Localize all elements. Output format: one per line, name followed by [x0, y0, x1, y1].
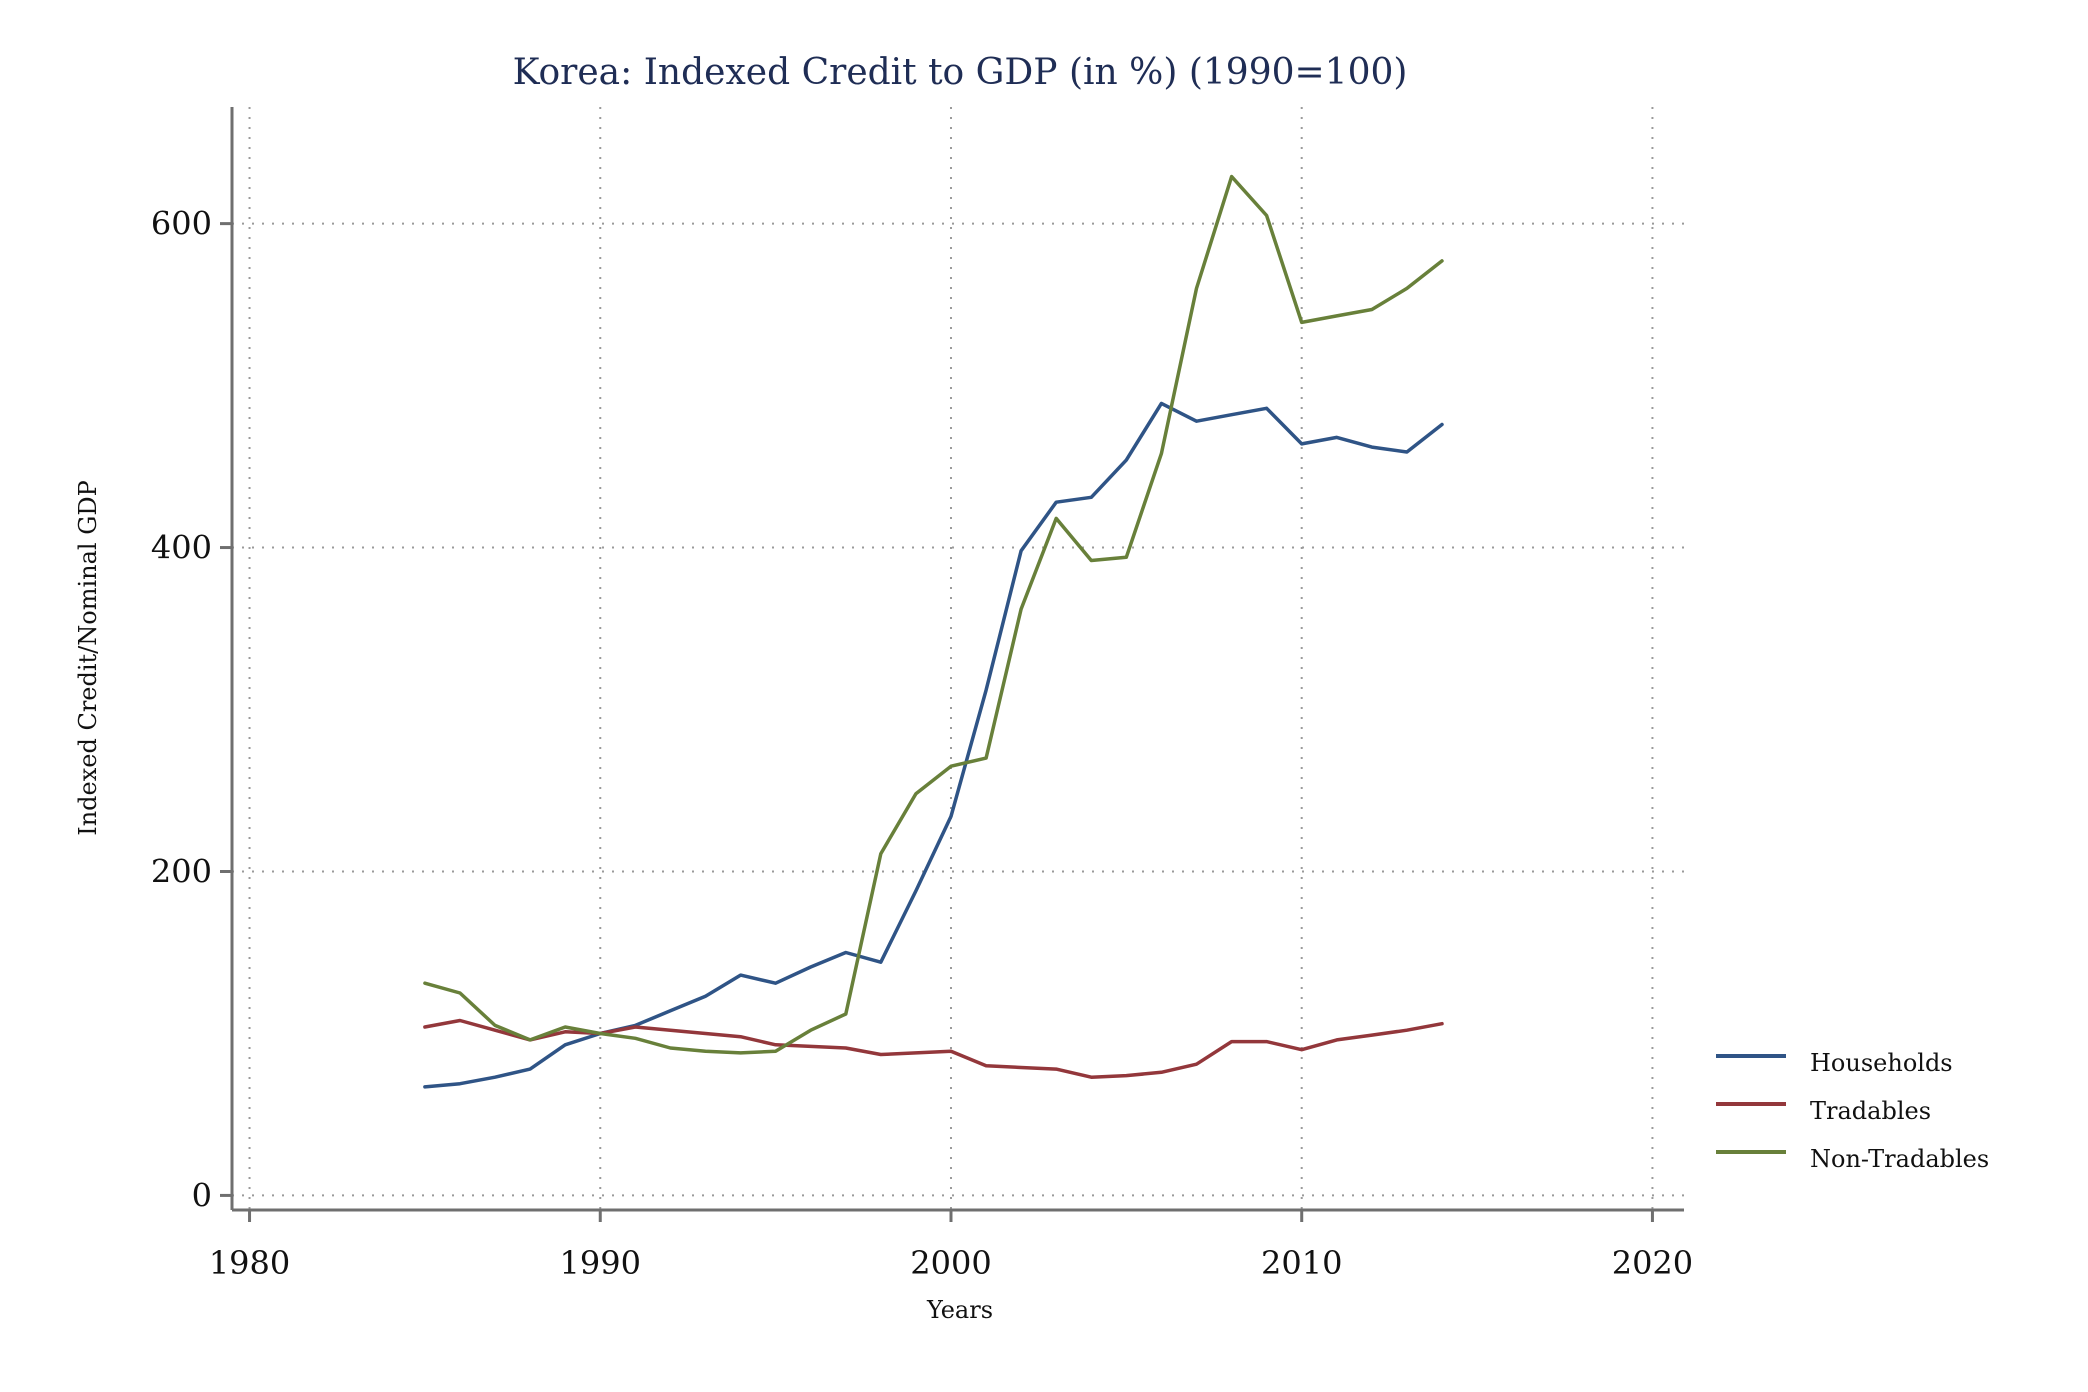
x-tick-label: 1990: [560, 1244, 641, 1282]
chart-title: Korea: Indexed Credit to GDP (in %) (199…: [513, 52, 1408, 93]
series-lines: [423, 174, 1444, 1089]
x-tick-label: 2010: [1261, 1244, 1342, 1282]
legend-label-non-tradables: Non-Tradables: [1810, 1145, 1989, 1173]
tick-labels: 0 200 400 600 1980 1990 2000 2010 2020: [151, 205, 1693, 1282]
x-axis-title: Years: [926, 1296, 993, 1324]
y-tick-label: 200: [151, 852, 212, 890]
axes: [220, 107, 1684, 1222]
series-line-households: [423, 401, 1444, 1089]
x-tick-label: 2000: [910, 1244, 991, 1282]
y-tick-label: 0: [192, 1176, 212, 1214]
gridlines: [232, 107, 1684, 1210]
y-tick-label: 400: [151, 529, 212, 567]
legend-label-tradables: Tradables: [1810, 1097, 1931, 1125]
y-axis-title: Indexed Credit/Nominal GDP: [74, 480, 102, 836]
series-line-non-tradables: [423, 174, 1444, 1055]
legend-label-households: Households: [1810, 1049, 1953, 1077]
legend: Households Tradables Non-Tradables: [1716, 1049, 1989, 1173]
y-tick-label: 600: [151, 205, 212, 243]
x-tick-label: 2020: [1612, 1244, 1693, 1282]
x-tick-label: 1980: [209, 1244, 290, 1282]
